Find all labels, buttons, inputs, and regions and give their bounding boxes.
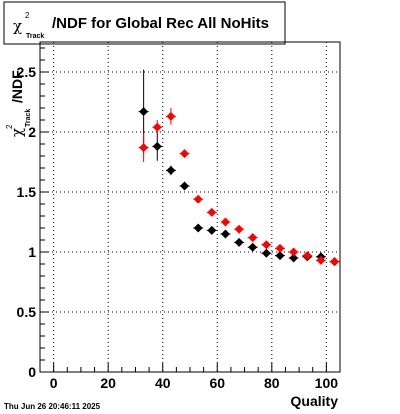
x-tick-label: 20 <box>100 375 116 391</box>
data-point-series-1 <box>220 229 230 239</box>
x-tick-label: 40 <box>155 375 171 391</box>
data-point-series-1 <box>139 107 149 117</box>
data-point-series-1 <box>289 253 299 263</box>
data-point-series-1 <box>207 225 217 235</box>
y-tick-label: 0.5 <box>17 304 37 320</box>
plot-frame <box>39 41 341 373</box>
x-tick-label: 0 <box>50 375 58 391</box>
data-point-series-1 <box>275 251 285 261</box>
data-point-series-1 <box>166 165 176 175</box>
data-point-series-2 <box>234 224 244 234</box>
data-point-series-2 <box>289 247 299 257</box>
data-point-series-1 <box>180 181 190 191</box>
data-point-series-2 <box>302 251 312 261</box>
title-superscript: 2 <box>25 11 30 20</box>
data-point-series-2 <box>207 207 217 217</box>
data-point-series-2 <box>316 255 326 265</box>
y-tick-label: 0 <box>28 364 36 380</box>
x-tick-label: 60 <box>209 375 225 391</box>
data-point-series-2 <box>152 122 162 132</box>
axes: 0 20 40 60 80 100 0 0.5 1 1.5 2 2.5 <box>17 41 341 391</box>
x-axis-title: Quality <box>291 393 339 409</box>
x-tick-label: 80 <box>264 375 280 391</box>
y-tick-label: 1.5 <box>17 184 37 200</box>
data-point-series-2 <box>193 194 203 204</box>
y-axis-title: χ 2 Track /NDF <box>5 70 32 137</box>
data-point-series-1 <box>193 223 203 233</box>
data-point-series-2 <box>248 233 258 243</box>
y-axis-text: /NDF <box>9 70 25 103</box>
data-point-series-2 <box>330 257 340 267</box>
y-tick-label: 2 <box>28 124 36 140</box>
data-points <box>138 69 340 267</box>
title-text: /NDF for Global Rec All NoHits <box>52 15 269 32</box>
data-point-series-2 <box>166 111 176 121</box>
y-axis-subscript: Track <box>25 109 32 127</box>
chart-title: χ 2 Track /NDF for Global Rec All NoHits <box>3 1 286 45</box>
y-tick-label: 2.5 <box>17 64 37 80</box>
data-point-series-1 <box>152 141 162 151</box>
grid <box>40 42 340 372</box>
title-box <box>3 1 286 45</box>
x-tick-label: 100 <box>315 375 339 391</box>
data-point-series-2 <box>220 217 230 227</box>
y-tick-label: 1 <box>28 244 36 260</box>
title-chi-symbol: χ <box>13 17 22 35</box>
data-point-series-1 <box>248 242 258 252</box>
title-subscript: Track <box>26 33 44 40</box>
y-axis-chi-symbol: χ <box>8 128 26 137</box>
data-point-series-2 <box>139 143 149 153</box>
data-point-series-2 <box>261 240 271 250</box>
y-axis-superscript: 2 <box>5 124 14 129</box>
data-point-series-1 <box>234 237 244 247</box>
footer-timestamp: Thu Jun 26 20:46:11 2025 <box>4 402 101 411</box>
data-point-series-2 <box>275 243 285 253</box>
data-point-series-1 <box>261 248 271 258</box>
data-point-series-2 <box>180 149 190 159</box>
